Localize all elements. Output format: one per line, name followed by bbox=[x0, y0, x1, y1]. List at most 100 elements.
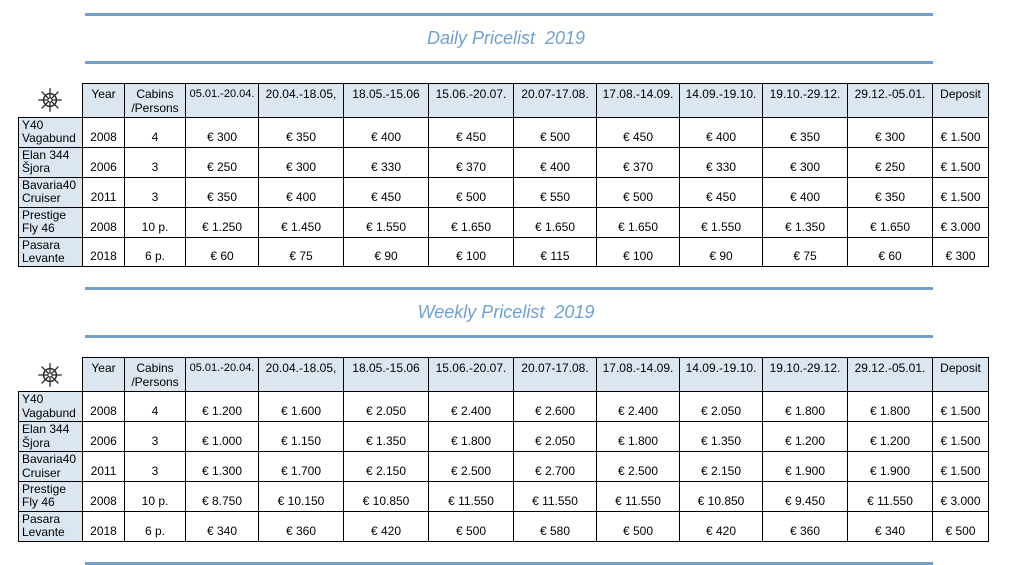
year-cell: 2008 bbox=[82, 481, 125, 512]
price-cell: € 2.400 bbox=[428, 391, 514, 423]
boat-name-cell: Elan 344 Šjora bbox=[18, 421, 83, 453]
price-cell: € 1.650 bbox=[428, 206, 514, 238]
col-header-deposit: Deposit bbox=[932, 83, 989, 118]
deposit-cell: € 1.500 bbox=[932, 117, 989, 148]
price-cell: € 1.200 bbox=[762, 421, 848, 453]
price-cell: € 1.150 bbox=[258, 421, 344, 453]
year-cell: 2008 bbox=[82, 117, 125, 148]
boat-name-cell: Prestige Fly 46 bbox=[18, 481, 83, 512]
table-row: Bavaria40 Cruiser 2011 3 € 350 € 400 € 450 € 5… bbox=[18, 176, 989, 208]
deposit-cell: € 1.500 bbox=[932, 421, 989, 453]
boat-name-cell: Bavaria40 Cruiser bbox=[18, 176, 83, 208]
price-cell: € 400 bbox=[513, 146, 597, 178]
price-cell: € 350 bbox=[185, 176, 259, 208]
price-cell: € 1.900 bbox=[847, 451, 933, 482]
price-cell: € 1.350 bbox=[762, 206, 848, 238]
price-cell: € 450 bbox=[343, 176, 429, 208]
year-cell: 2006 bbox=[82, 421, 125, 453]
cabins-cell: 6 p. bbox=[124, 510, 186, 542]
price-cell: € 2.050 bbox=[679, 391, 763, 423]
year-cell: 2018 bbox=[82, 236, 125, 268]
year-cell: 2011 bbox=[82, 451, 125, 482]
price-cell: € 420 bbox=[343, 510, 429, 542]
price-cell: € 100 bbox=[428, 236, 514, 268]
price-cell: € 1.600 bbox=[258, 391, 344, 423]
horizontal-rule bbox=[85, 335, 933, 339]
price-cell: € 580 bbox=[513, 510, 597, 542]
cabins-cell: 6 p. bbox=[124, 236, 186, 268]
price-cell: € 1.800 bbox=[428, 421, 514, 453]
price-cell: € 2.150 bbox=[343, 451, 429, 482]
price-cell: € 1.200 bbox=[847, 421, 933, 453]
year-cell: 2006 bbox=[82, 146, 125, 178]
price-cell: € 1.350 bbox=[343, 421, 429, 453]
col-header-year: Year bbox=[82, 83, 125, 118]
price-cell: € 370 bbox=[596, 146, 680, 178]
boat-name-cell: Y40 Vagabund bbox=[18, 391, 83, 423]
price-cell: € 300 bbox=[847, 117, 933, 148]
table-row: Y40 Vagabund 2008 4 € 300 € 350 € 400 € 450 € 5… bbox=[18, 117, 989, 148]
ship-wheel-icon bbox=[38, 362, 63, 387]
cabins-cell: 3 bbox=[124, 451, 186, 482]
horizontal-rule bbox=[85, 287, 933, 291]
table-row: Pasara Levante 2018 6 p. € 60 € 75 € 90 € 100 €… bbox=[18, 236, 989, 268]
deposit-cell: € 1.500 bbox=[932, 451, 989, 482]
cabins-cell: 4 bbox=[124, 391, 186, 423]
price-cell: € 2.050 bbox=[343, 391, 429, 423]
col-header-date-5: 20.07-17.08. bbox=[513, 83, 597, 118]
price-cell: € 450 bbox=[596, 117, 680, 148]
col-header-date-9: 29.12.-05.01. bbox=[847, 357, 933, 393]
price-cell: € 450 bbox=[428, 117, 514, 148]
col-header-date-4: 15.06.-20.07. bbox=[428, 83, 514, 118]
year-cell: 2011 bbox=[82, 176, 125, 208]
price-cell: € 10.850 bbox=[343, 481, 429, 512]
table-row: Elan 344 Šjora 2006 3 € 1.000 € 1.150 € 1.350… bbox=[18, 421, 989, 453]
table-row: Prestige Fly 46 2008 10 p. € 1.250 € 1.450 € … bbox=[18, 206, 989, 238]
col-header-date-3: 18.05.-15.06 bbox=[343, 83, 429, 118]
price-cell: € 340 bbox=[847, 510, 933, 542]
price-cell: € 500 bbox=[513, 117, 597, 148]
table-row: Bavaria40 Cruiser 2011 3 € 1.300 € 1.700 € 2.… bbox=[18, 451, 989, 482]
table-row: Y40 Vagabund 2008 4 € 1.200 € 1.600 € 2.050 € … bbox=[18, 391, 989, 423]
price-cell: € 400 bbox=[258, 176, 344, 208]
col-header-date-3: 18.05.-15.06 bbox=[343, 357, 429, 393]
col-header-date-1: 05.01.-20.04. bbox=[185, 83, 259, 118]
col-header-date-6: 17.08.-14.09. bbox=[596, 83, 680, 118]
price-cell: € 11.550 bbox=[847, 481, 933, 512]
corner-cell bbox=[18, 357, 83, 393]
price-cell: € 10.150 bbox=[258, 481, 344, 512]
deposit-cell: € 3.000 bbox=[932, 206, 989, 238]
price-cell: € 340 bbox=[185, 510, 259, 542]
deposit-cell: € 1.500 bbox=[932, 176, 989, 208]
price-cell: € 1.550 bbox=[343, 206, 429, 238]
price-cell: € 11.550 bbox=[596, 481, 680, 512]
price-cell: € 400 bbox=[679, 117, 763, 148]
price-cell: € 100 bbox=[596, 236, 680, 268]
price-cell: € 500 bbox=[596, 176, 680, 208]
price-cell: € 8.750 bbox=[185, 481, 259, 512]
table-row: Pasara Levante 2018 6 p. € 340 € 360 € 420 € 5… bbox=[18, 510, 989, 542]
price-cell: € 330 bbox=[679, 146, 763, 178]
col-header-cabins: Cabins /Persons bbox=[124, 83, 186, 118]
horizontal-rule bbox=[85, 61, 933, 64]
price-cell: € 250 bbox=[185, 146, 259, 178]
daily-pricelist-title: Daily Pricelist 2019 bbox=[426, 28, 586, 48]
cabins-cell: 3 bbox=[124, 176, 186, 208]
price-cell: € 1.650 bbox=[847, 206, 933, 238]
cabins-cell: 4 bbox=[124, 117, 186, 148]
price-cell: € 1.000 bbox=[185, 421, 259, 453]
price-cell: € 2.600 bbox=[513, 391, 597, 423]
col-header-deposit: Deposit bbox=[932, 357, 989, 393]
col-header-year: Year bbox=[82, 357, 125, 393]
cabins-cell: 10 p. bbox=[124, 206, 186, 238]
ship-wheel-icon bbox=[38, 88, 63, 113]
col-header-cabins: Cabins /Persons bbox=[124, 357, 186, 393]
price-cell: € 360 bbox=[762, 510, 848, 542]
col-header-date-9: 29.12.-05.01. bbox=[847, 83, 933, 118]
price-cell: € 90 bbox=[343, 236, 429, 268]
price-cell: € 11.550 bbox=[513, 481, 597, 512]
boat-name-cell: Elan 344 Šjora bbox=[18, 146, 83, 178]
table-row: Elan 344 Šjora 2006 3 € 250 € 300 € 330 € 370 €… bbox=[18, 146, 989, 178]
price-cell: € 1.800 bbox=[596, 421, 680, 453]
boat-name-cell: Bavaria40 Cruiser bbox=[18, 451, 83, 482]
